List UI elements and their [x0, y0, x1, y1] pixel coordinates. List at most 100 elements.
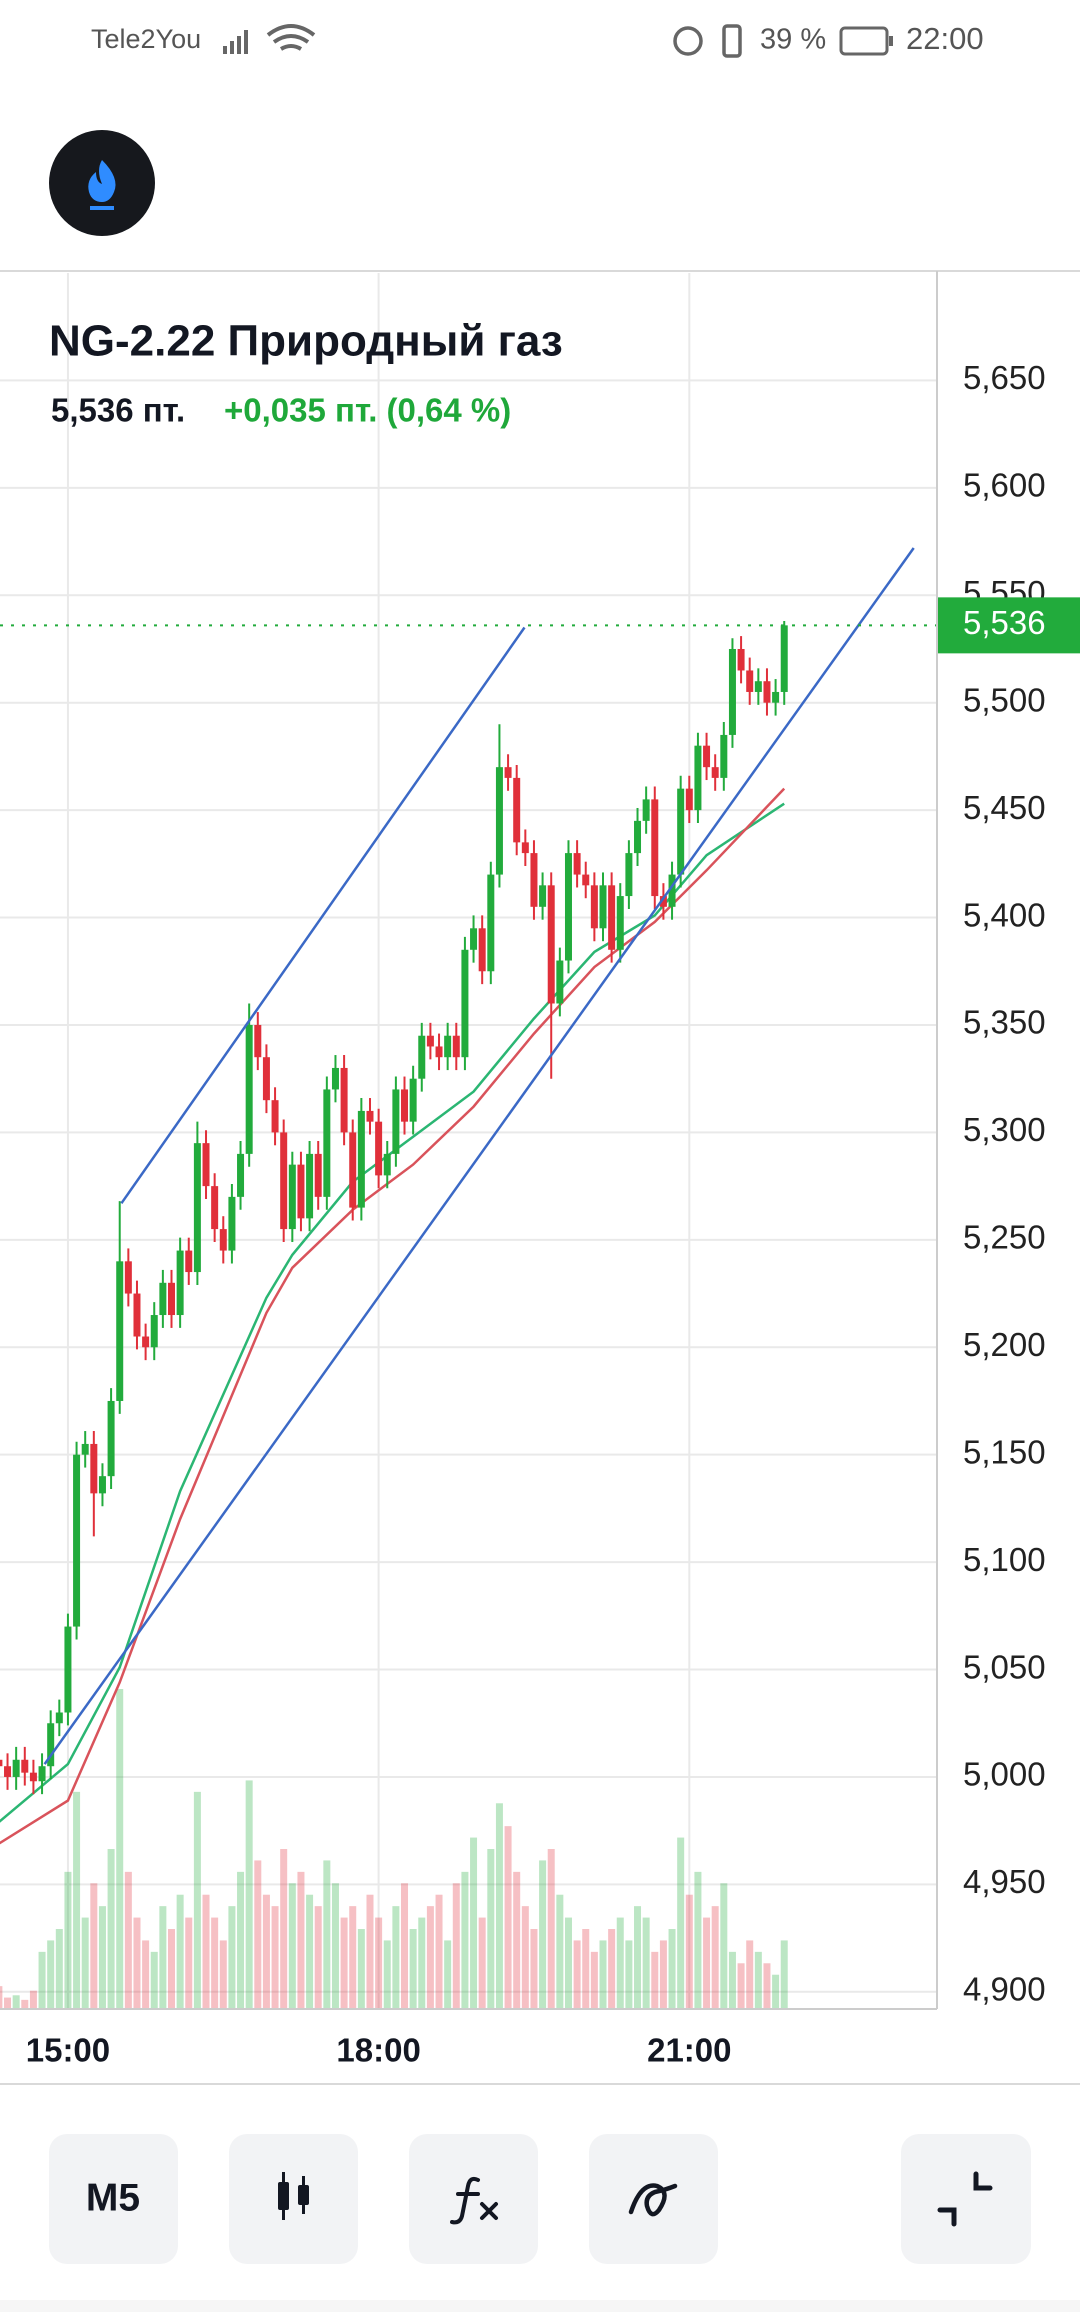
candle-body [331, 1067, 339, 1090]
y-tick-label: 5,200 [963, 1326, 1046, 1363]
candle-body [107, 1400, 115, 1477]
candle-body [245, 1024, 253, 1154]
candle-body [98, 1476, 106, 1494]
candle-body [426, 1035, 434, 1047]
battery-icon [839, 26, 889, 56]
volume-bar [29, 1990, 37, 2009]
candle-body [185, 1250, 193, 1273]
candle-body [418, 1035, 426, 1079]
volume-bar [176, 1894, 184, 2009]
candle-body [133, 1293, 141, 1337]
volume-bar [711, 1906, 719, 2009]
volume-bar [168, 1929, 175, 2009]
fullscreen-button[interactable] [901, 2134, 1031, 2264]
candle-body [539, 885, 547, 907]
volume-bar [728, 1951, 736, 2009]
volume-bar [150, 1951, 158, 2009]
volume-bar [375, 1917, 383, 2009]
candle-body [21, 1759, 29, 1773]
candle-body [168, 1282, 175, 1316]
chart: 4,900 4,950 5,000 5,050 5,100 5,150 5,200 5,250… [0, 271, 1080, 2069]
candle-body [444, 1035, 452, 1058]
chart-title: NG-2.22 Природный газ [49, 317, 563, 366]
volume-bar [444, 1940, 452, 2009]
indicators-button[interactable] [409, 2134, 538, 2264]
candle-body [564, 853, 572, 961]
candle-body [219, 1229, 227, 1251]
y-tick-label: 5,500 [963, 681, 1046, 718]
flame-icon [88, 160, 116, 202]
volume-bar [435, 1894, 443, 2009]
volume-bar [703, 1917, 711, 2009]
drawing-button[interactable] [589, 2134, 718, 2264]
candle-body [573, 853, 581, 875]
timeframe-button[interactable] [49, 2134, 178, 2264]
volume-bar [159, 1906, 167, 2009]
candle-body [228, 1196, 236, 1251]
candle-body [288, 1164, 296, 1230]
candle-body [340, 1067, 348, 1133]
volume-bar [349, 1906, 357, 2009]
volume-bar [564, 1917, 572, 2009]
battery-tip [889, 36, 893, 46]
volume-bar [418, 1917, 426, 2009]
candle-body [608, 885, 616, 950]
volume-bar [780, 1940, 788, 2009]
volume-bar [0, 1986, 3, 2009]
volume-bar [539, 1860, 547, 2009]
wifi-icon [266, 24, 316, 51]
volume-bar [280, 1849, 288, 2009]
volume-bar [625, 1940, 633, 2009]
volume-bar [720, 1883, 728, 2009]
candle-body [746, 670, 754, 692]
candle-body [124, 1261, 132, 1294]
volume-bar [634, 1906, 642, 2009]
volume-bar [599, 1940, 607, 2009]
candle-body [530, 853, 538, 907]
volume-bar [55, 1929, 63, 2009]
volume-bar [426, 1906, 434, 2009]
chart-type-button[interactable] [229, 2134, 358, 2264]
candle-body [176, 1250, 184, 1316]
volume-bar [12, 1995, 20, 2009]
candle-body [409, 1078, 417, 1122]
volume-bar [383, 1940, 391, 2009]
candle-body [254, 1024, 262, 1058]
volume-bar [495, 1803, 503, 2009]
volume-bar [357, 1929, 365, 2009]
candle-body [280, 1132, 288, 1230]
candle-body [659, 896, 667, 907]
candle-body [64, 1626, 72, 1713]
volume-bar [237, 1871, 245, 2009]
volume-bar [694, 1871, 702, 2009]
volume-bar [513, 1871, 521, 2009]
y-tick-label: 5,650 [963, 359, 1046, 396]
x-tick-label: 18:00 [336, 2032, 420, 2069]
trend-line [120, 626, 526, 1205]
candle-body [237, 1153, 245, 1197]
volume-bar [487, 1849, 495, 2009]
current-price-box [937, 597, 1080, 654]
volume-bar [452, 1883, 460, 2009]
volume-bar [470, 1837, 478, 2009]
volume-bar [211, 1917, 219, 2009]
volume-bar [47, 1940, 55, 2009]
candle-body [116, 1261, 124, 1401]
volume-bar [271, 1906, 279, 2009]
y-tick-label: 5,600 [963, 467, 1046, 504]
candle-body [478, 928, 486, 972]
carrier: Tele2You [91, 24, 201, 54]
volume-bar [746, 1940, 754, 2009]
candle-body [38, 1766, 46, 1782]
candle-body [651, 799, 659, 897]
battery-text: 39 % [760, 24, 826, 56]
volume-bar [4, 1997, 12, 2009]
timeframe-label: M5 [86, 2176, 140, 2219]
y-tick-label: 5,150 [963, 1433, 1046, 1470]
plot-area [0, 273, 937, 2009]
candle-body [297, 1164, 305, 1219]
volume-bar [556, 1894, 564, 2009]
candle-body [29, 1772, 37, 1782]
candle-body [599, 885, 607, 929]
